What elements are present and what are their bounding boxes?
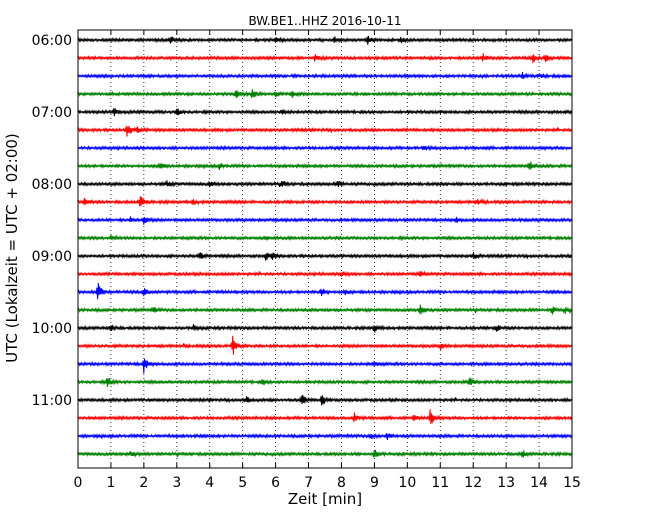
seismic-trace <box>77 89 572 99</box>
x-tick-label: 5 <box>238 475 247 491</box>
seismic-trace <box>77 180 572 188</box>
x-axis: 0 1 2 3 4 5 6 7 8 9 10 11 12 13 14 15 <box>74 30 581 491</box>
x-tick-label: 7 <box>304 475 313 491</box>
seismic-traces <box>77 35 572 458</box>
seismic-trace <box>77 409 572 424</box>
y-tick-label: 06:00 <box>32 33 72 49</box>
x-tick-label: 12 <box>464 475 482 491</box>
seismic-trace <box>77 270 572 278</box>
seismic-trace <box>77 53 572 64</box>
seismic-trace <box>77 283 572 300</box>
x-tick-label: 10 <box>398 475 416 491</box>
plot-frame <box>77 29 573 469</box>
seismic-trace <box>77 358 572 374</box>
x-axis-label: Zeit [min] <box>288 490 362 508</box>
x-tick-label: 3 <box>172 475 181 491</box>
y-tick-label: 08:00 <box>32 177 72 193</box>
seismic-trace <box>77 449 572 458</box>
x-tick-label: 1 <box>106 475 115 491</box>
seismic-trace <box>77 144 572 152</box>
y-tick-label: 09:00 <box>32 249 72 265</box>
seismic-trace <box>77 432 572 440</box>
chart-title: BW.BE1..HHZ 2016-10-11 <box>248 14 401 28</box>
x-tick-label: 13 <box>497 475 515 491</box>
seismic-trace <box>77 323 572 333</box>
x-tick-label: 6 <box>271 475 280 491</box>
seismic-trace <box>77 35 572 45</box>
seismic-trace <box>77 71 572 80</box>
x-tick-label: 11 <box>431 475 449 491</box>
x-tick-label: 9 <box>370 475 379 491</box>
y-tick-label: 11:00 <box>32 393 72 409</box>
seismic-trace <box>77 125 572 137</box>
seismic-trace <box>77 216 572 225</box>
x-tick-label: 15 <box>563 475 581 491</box>
y-axis: 06:00 07:00 08:00 09:00 10:00 11:00 <box>32 33 572 409</box>
y-axis-label: UTC (Lokalzeit = UTC + 02:00) <box>3 133 21 363</box>
x-tick-label: 4 <box>205 475 214 491</box>
seismic-trace <box>77 196 572 207</box>
x-tick-label: 2 <box>139 475 148 491</box>
seismic-trace <box>77 304 572 315</box>
x-tick-label: 8 <box>337 475 346 491</box>
seismic-trace <box>77 161 572 170</box>
seismic-trace <box>77 394 572 406</box>
seismic-trace <box>77 252 572 261</box>
y-tick-label: 07:00 <box>32 105 72 121</box>
seismic-trace <box>77 234 572 242</box>
x-tick-label: 0 <box>74 475 83 491</box>
seismic-trace <box>77 335 572 355</box>
seismic-trace <box>77 377 572 387</box>
x-tick-label: 14 <box>530 475 548 491</box>
y-tick-label: 10:00 <box>32 321 72 337</box>
seismic-trace <box>77 108 572 117</box>
